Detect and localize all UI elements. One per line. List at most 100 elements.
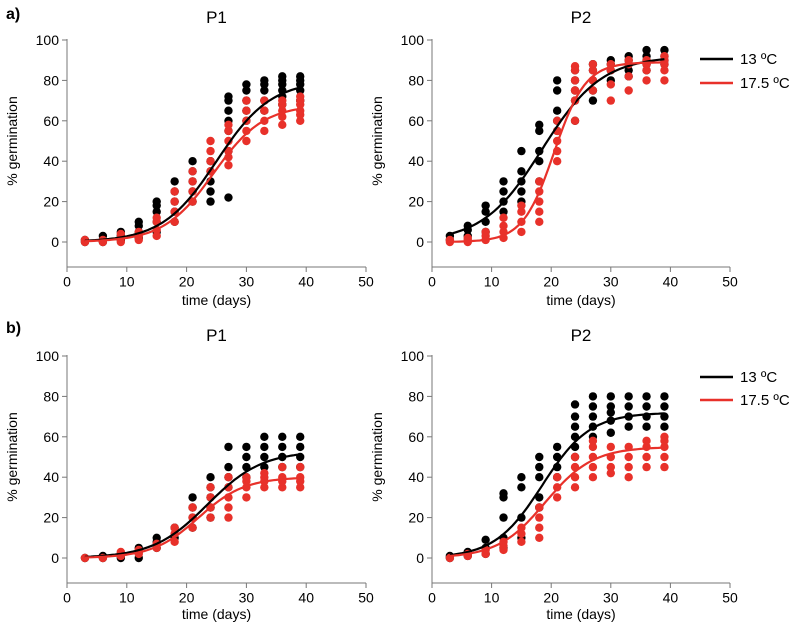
data-point-17-5c: [206, 146, 215, 156]
data-point-17-5c: [517, 227, 526, 237]
data-point-13c: [260, 432, 269, 441]
data-point-17-5c: [535, 197, 544, 206]
y-tick-label: 20: [408, 510, 424, 526]
x-tick-label: 20: [543, 589, 559, 605]
data-point-17-5c: [570, 483, 580, 492]
data-point-13c: [535, 126, 544, 136]
data-point-17-5c: [552, 473, 562, 482]
data-point-13c: [296, 442, 305, 452]
data-point-17-5c: [588, 86, 598, 95]
data-point-17-5c: [224, 146, 233, 156]
x-tick-label: 50: [358, 273, 374, 289]
data-point-13c: [224, 193, 233, 202]
data-point-17-5c: [535, 533, 544, 542]
data-point-17-5c: [224, 136, 233, 146]
x-tick-label: 50: [722, 589, 738, 605]
data-point-13c: [642, 422, 651, 431]
x-tick-label: 30: [603, 273, 619, 289]
data-point-17-5c: [188, 503, 197, 512]
data-point-17-5c: [660, 66, 669, 75]
data-point-17-5c: [606, 80, 615, 89]
data-point-17-5c: [588, 473, 598, 482]
data-point-17-5c: [660, 51, 669, 61]
x-axis-label: time (days): [546, 292, 615, 308]
panel-label-a: a): [6, 6, 20, 23]
data-point-13c: [499, 489, 508, 498]
data-point-13c: [606, 408, 615, 417]
chart-a-p2: P2 0 10 20 30 40 50 0 20 40 60 80 100 time (days) % ge…: [369, 8, 738, 308]
data-point-17-5c: [260, 106, 269, 115]
data-point-13c: [517, 146, 526, 156]
x-tick-label: 10: [484, 589, 500, 605]
data-point-17-5c: [588, 66, 598, 75]
y-tick-label: 100: [401, 32, 425, 48]
y-tick-label: 100: [36, 348, 60, 364]
x-tick-label: 10: [484, 273, 500, 289]
x-tick-label: 10: [119, 273, 135, 289]
x-tick-label: 40: [663, 273, 679, 289]
data-point-17-5c: [517, 201, 526, 210]
chart-title: P2: [571, 8, 592, 27]
data-point-13c: [242, 86, 251, 95]
data-point-13c: [624, 402, 633, 411]
data-point-17-5c: [624, 86, 633, 95]
fit-curve-13c: [84, 453, 301, 558]
fit-curve-17-5c: [84, 107, 301, 243]
data-point-13c: [606, 392, 615, 401]
data-point-13c: [296, 432, 305, 441]
data-point-17-5c: [206, 136, 215, 146]
data-point-17-5c: [260, 483, 269, 492]
y-tick-label: 60: [408, 113, 424, 129]
x-tick-label: 0: [428, 589, 436, 605]
x-tick-label: 0: [63, 273, 71, 289]
data-point-13c: [517, 167, 526, 176]
chart-title: P1: [206, 8, 227, 27]
data-point-13c: [206, 187, 215, 196]
data-point-13c: [535, 452, 544, 462]
data-point-17-5c: [660, 452, 669, 462]
data-point-17-5c: [152, 213, 161, 222]
data-point-17-5c: [642, 76, 651, 85]
data-point-13c: [624, 392, 633, 401]
x-axis-label: time (days): [182, 292, 251, 308]
data-point-17-5c: [242, 493, 251, 502]
x-tick-label: 20: [543, 273, 559, 289]
data-point-13c: [278, 72, 287, 81]
y-tick-label: 20: [408, 194, 424, 210]
data-point-13c: [552, 76, 562, 85]
y-tick-label: 60: [43, 113, 59, 129]
data-point-17-5c: [278, 96, 287, 105]
data-point-17-5c: [206, 483, 215, 492]
data-point-13c: [552, 442, 562, 452]
data-point-17-5c: [535, 207, 544, 216]
data-point-13c: [260, 452, 269, 462]
data-point-13c: [242, 452, 251, 462]
data-point-17-5c: [242, 473, 251, 482]
x-tick-label: 10: [119, 589, 135, 605]
y-tick-label: 80: [408, 72, 424, 88]
data-point-17-5c: [206, 157, 215, 166]
data-point-17-5c: [552, 493, 562, 502]
data-point-13c: [499, 207, 508, 216]
y-tick-label: 20: [43, 510, 59, 526]
legend-label-13c: 13 ºC: [740, 369, 777, 386]
data-point-13c: [642, 402, 651, 411]
y-tick-label: 0: [416, 550, 424, 566]
data-point-13c: [170, 177, 179, 186]
data-point-13c: [588, 402, 598, 411]
data-point-13c: [260, 462, 269, 472]
data-point-13c: [660, 422, 669, 431]
data-point-17-5c: [660, 462, 669, 472]
data-point-17-5c: [499, 213, 508, 222]
data-point-17-5c: [570, 452, 580, 462]
data-point-17-5c: [535, 217, 544, 226]
data-point-13c: [660, 45, 669, 55]
x-tick-label: 40: [663, 589, 679, 605]
fit-curve-13c: [84, 86, 301, 242]
y-tick-label: 0: [416, 234, 424, 250]
legend-label-13c: 13 ºC: [740, 51, 777, 68]
x-tick-label: 0: [428, 273, 436, 289]
data-point-13c: [606, 428, 615, 437]
legend-top: 13 ºC 17.5 ºC: [700, 51, 790, 92]
